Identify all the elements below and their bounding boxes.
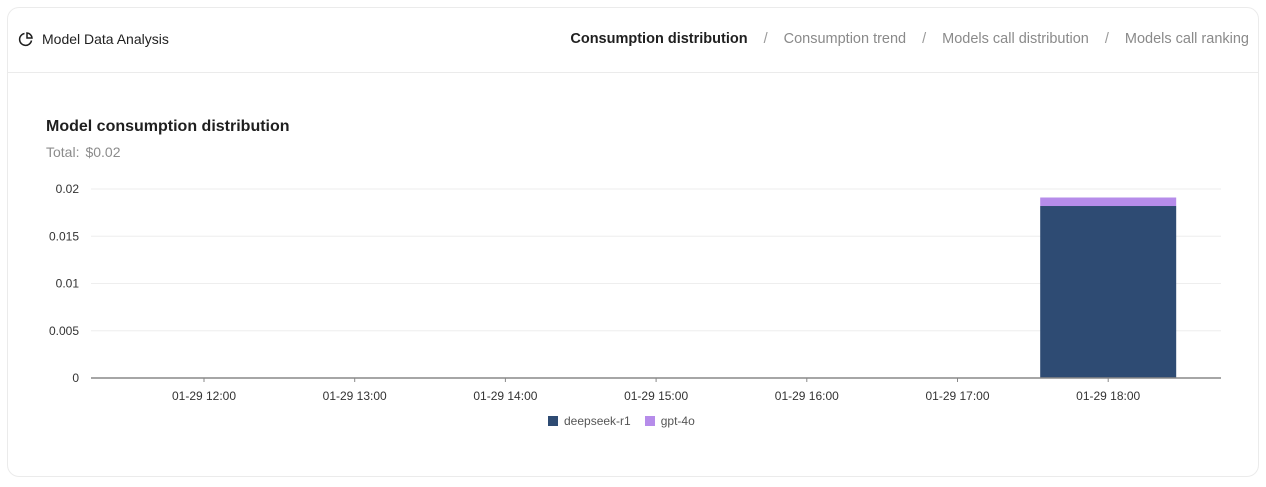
chart-legend: deepseek-r1 gpt-4o <box>548 414 695 428</box>
y-tick-label: 0.02 <box>56 182 80 196</box>
legend-swatch-deepseek-r1 <box>548 416 558 426</box>
legend-item-deepseek-r1[interactable]: deepseek-r1 <box>548 414 631 428</box>
x-tick-label: 01-29 17:00 <box>925 389 989 403</box>
total-value: $0.02 <box>85 144 121 160</box>
tab-separator: / <box>922 31 927 47</box>
tab-models-call-distribution[interactable]: Models call distribution <box>942 31 1089 47</box>
tab-consumption-trend[interactable]: Consumption trend <box>783 31 907 47</box>
header-title: Model Data Analysis <box>18 31 169 47</box>
x-tick-label: 01-29 16:00 <box>775 389 839 403</box>
y-tick-label: 0 <box>72 371 79 385</box>
chart-total: Total: $0.02 <box>46 144 121 160</box>
x-tick-label: 01-29 15:00 <box>624 389 688 403</box>
legend-label: gpt-4o <box>660 414 695 428</box>
tab-separator: / <box>763 31 768 47</box>
y-tick-label: 0.015 <box>49 229 79 243</box>
chart-title: Model consumption distribution <box>46 118 290 135</box>
x-tick-label: 01-29 13:00 <box>323 389 387 403</box>
tab-models-call-ranking[interactable]: Models call ranking <box>1124 31 1249 47</box>
x-tick-label: 01-29 18:00 <box>1076 389 1140 403</box>
header-title-text: Model Data Analysis <box>42 31 169 47</box>
tab-consumption-distribution[interactable]: Consumption distribution <box>570 31 748 47</box>
card-header: Model Data Analysis Consumption distribu… <box>8 8 1258 73</box>
bar-segment-deepseek-r1[interactable] <box>1040 206 1177 378</box>
y-tick-label: 0.01 <box>56 277 80 291</box>
total-label: Total: <box>46 144 80 160</box>
x-tick-label: 01-29 14:00 <box>473 389 537 403</box>
pie-chart-icon <box>18 31 34 47</box>
legend-swatch-gpt-4o <box>644 416 655 426</box>
x-tick-label: 01-29 12:00 <box>172 389 236 403</box>
legend-label: deepseek-r1 <box>564 414 631 428</box>
y-tick-label: 0.005 <box>49 324 79 338</box>
tab-separator: / <box>1104 31 1109 47</box>
bar-segment-gpt-4o[interactable] <box>1040 197 1177 207</box>
legend-item-gpt-4o[interactable]: gpt-4o <box>644 414 695 428</box>
tab-bar: Consumption distribution / Consumption t… <box>570 31 1249 47</box>
